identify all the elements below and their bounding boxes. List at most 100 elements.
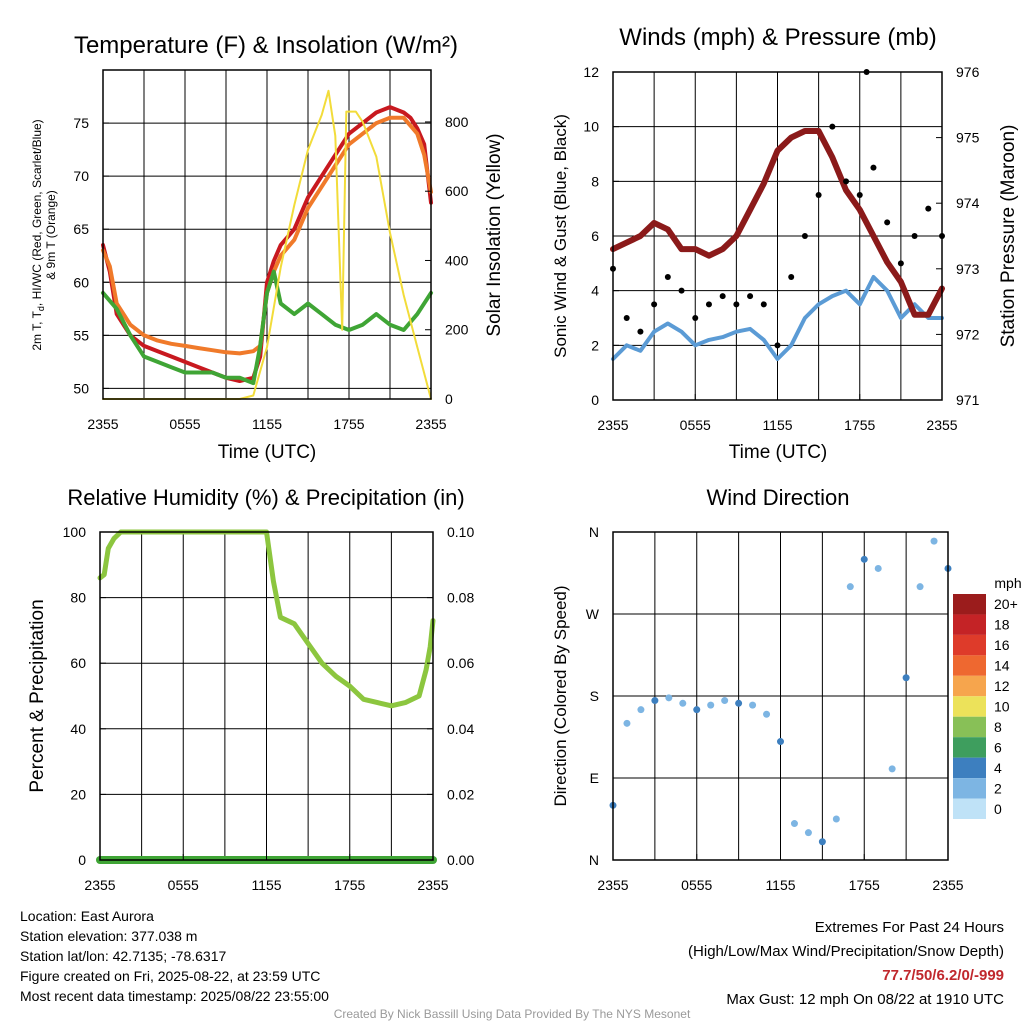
- gust-point: [651, 301, 658, 308]
- temperature-series-line-0: [101, 105, 433, 383]
- legend-swatch: [953, 655, 986, 676]
- humidity-y-label: Percent & Precipitation: [27, 599, 48, 792]
- y-tick-label: 50: [73, 380, 89, 396]
- x-tick-label: 2355: [417, 877, 448, 893]
- temperature-y-label: 2m T, Td, HI/WC (Red, Green, Scarlet/Blu…: [30, 119, 46, 350]
- y2-tick-label: 972: [956, 326, 980, 342]
- wind-direction-grid: [613, 531, 948, 861]
- y-tick-label: 80: [70, 590, 86, 606]
- legend-label: 6: [994, 739, 1002, 755]
- gust-point: [788, 274, 795, 280]
- speed-legend-title: mph: [994, 575, 1021, 591]
- gust-point: [760, 301, 767, 308]
- gust-point: [815, 192, 822, 198]
- y2-tick-label: 975: [956, 130, 980, 146]
- x-tick-label: 2355: [84, 877, 115, 893]
- y2-tick-label: 0.06: [447, 655, 474, 671]
- temperature-series: [101, 89, 433, 400]
- x-tick-label: 0555: [169, 416, 200, 432]
- x-tick-label: 2355: [87, 416, 118, 432]
- wind-direction-point: [846, 583, 854, 591]
- wind-direction-point: [860, 555, 868, 563]
- y-tick-label: 0: [591, 392, 599, 408]
- extremes-subtitle: (High/Low/Max Wind/Precipitation/Snow De…: [688, 943, 1004, 960]
- y-tick-label: 60: [73, 274, 89, 290]
- humidity-axes: 2355 0555 1155 1755 2355 0 20 40 60 80 100 0.00 0.02…: [63, 524, 475, 893]
- temperature-x-label: Time (UTC): [218, 442, 317, 463]
- x-tick-label: 0555: [680, 417, 711, 433]
- gust-point: [692, 315, 699, 321]
- legend-label: 4: [994, 760, 1002, 776]
- winds-chart-title: Winds (mph) & Pressure (mb): [619, 24, 936, 51]
- legend-swatch: [953, 778, 986, 799]
- wind-direction-point: [832, 815, 840, 823]
- extremes-info: Extremes For Past 24 Hours (High/Low/Max…: [688, 916, 1004, 1012]
- temperature-series-line-3: [102, 89, 432, 400]
- legend-label: 10: [994, 699, 1010, 715]
- y2-tick-label: 0.10: [447, 524, 474, 540]
- winds-series: [610, 69, 945, 361]
- wind-direction-chart-title: Wind Direction: [706, 485, 849, 510]
- wind-direction-point: [874, 564, 882, 572]
- x-tick-label: 1155: [252, 416, 282, 432]
- y2-tick-label: 200: [445, 322, 469, 338]
- x-tick-label: 1155: [762, 417, 792, 433]
- y-tick-label: 65: [73, 221, 89, 237]
- y-tick-label: 10: [583, 119, 599, 135]
- wind-direction-point: [735, 699, 743, 707]
- gust-point: [678, 287, 685, 294]
- temperature-y-label-line2: & 9m T (Orange): [44, 190, 58, 280]
- y-tick-label: 20: [70, 786, 86, 802]
- gust-point: [897, 260, 904, 267]
- legend-swatch: [953, 798, 986, 819]
- wind-direction-point: [749, 701, 757, 709]
- gust-point: [801, 233, 808, 239]
- x-tick-label: 1755: [849, 877, 880, 893]
- y2-tick-label: 971: [956, 392, 980, 408]
- credit-line: Created By Nick Bassill Using Data Provi…: [333, 1007, 691, 1021]
- wind-direction-axes: 2355 0555 1155 1755 2355 N E S W N: [586, 524, 964, 893]
- y2-tick-label: 600: [445, 183, 469, 199]
- station-elevation: Station elevation: 377.038 m: [20, 928, 198, 944]
- gust-point: [747, 293, 754, 300]
- legend-swatch: [953, 614, 986, 635]
- wind-direction-point: [721, 697, 729, 705]
- station-location: Location: East Aurora: [20, 908, 154, 924]
- y2-tick-label: 0: [445, 391, 453, 407]
- x-tick-label: 1155: [251, 877, 281, 893]
- max-gust: Max Gust: 12 mph On 08/22 at 1910 UTC: [726, 991, 1004, 1008]
- y-tick-label: 100: [63, 524, 87, 540]
- legend-swatch: [953, 675, 986, 697]
- legend-swatch: [953, 594, 986, 615]
- y-tick-label: 2: [591, 337, 599, 353]
- temperature-y-label-part2: , HI/WC (Red, Green, Scarlet/Blue): [30, 119, 44, 306]
- legend-label: 12: [994, 678, 1010, 694]
- insolation-y-label: Solar Insolation (Yellow): [484, 133, 505, 336]
- x-tick-label: 0555: [681, 877, 712, 893]
- wind-direction-point: [707, 701, 715, 709]
- y-tick-label: 70: [73, 168, 89, 184]
- y2-tick-label: 0.08: [447, 590, 474, 606]
- station-pressure-line: [610, 128, 945, 318]
- wind-direction-y-label: Direction (Colored By Speed): [551, 585, 570, 806]
- y-tick-label: 75: [73, 115, 89, 131]
- x-tick-label: 1755: [844, 417, 875, 433]
- legend-label: 0: [994, 801, 1002, 817]
- gust-point: [925, 205, 932, 212]
- y-tick-label: 0: [78, 852, 86, 868]
- wind-direction-point: [679, 699, 687, 707]
- y-tick-label: 4: [591, 283, 599, 299]
- extremes-title: Extremes For Past 24 Hours: [814, 919, 1004, 936]
- legend-label: 16: [994, 637, 1010, 653]
- y2-tick-label: 973: [956, 261, 980, 277]
- y-tick-label: N: [589, 524, 599, 540]
- x-tick-label: 2355: [926, 417, 957, 433]
- gust-point: [637, 328, 644, 335]
- gust-point: [705, 301, 712, 308]
- temperature-axes: 2355 0555 1155 1755 2355 50 55 60 65 70 75 0 200 400 6…: [73, 114, 468, 432]
- gust-point: [870, 164, 877, 171]
- pressure-y-label: Station Pressure (Maroon): [998, 125, 1019, 348]
- temperature-y-label-subscript: d: [36, 306, 46, 311]
- sonic-wind-line: [611, 275, 944, 361]
